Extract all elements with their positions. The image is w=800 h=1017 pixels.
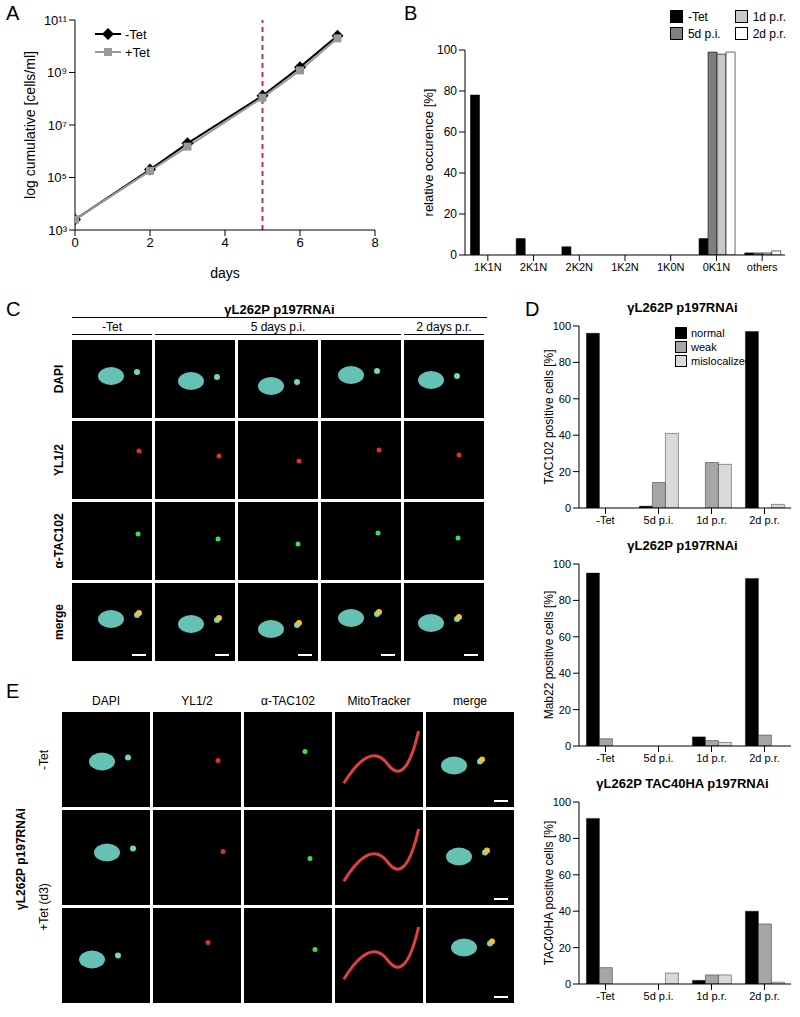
html-text:D: D [525,298,540,320]
svg-text:6: 6 [296,235,303,250]
html-text:γL262P p197RNAi: γL262P p197RNAi [224,302,335,317]
html-text:γL262P p197RNAi: γL262P p197RNAi [627,538,738,553]
svg-text:100: 100 [437,43,457,57]
svg-text:20: 20 [559,704,571,716]
svg-text:100: 100 [553,320,571,332]
svg-text:2: 2 [146,235,153,250]
svg-text:4: 4 [221,235,228,250]
svg-text:TAC102 positive cells [%]: TAC102 positive cells [%] [542,349,556,484]
svg-text:20: 20 [559,942,571,954]
svg-text:40: 40 [444,166,458,180]
svg-text:80: 80 [559,594,571,606]
svg-text:2d p.r.: 2d p.r. [749,752,780,764]
html-text:5 days p.i.: 5 days p.i. [250,320,306,334]
svg-text:1d p.r.: 1d p.r. [696,514,727,526]
svg-text:relative occurence [%]: relative occurence [%] [421,89,436,217]
svg-text:60: 60 [559,393,571,405]
html-text:γL262P p197RNAi: γL262P p197RNAi [627,300,738,315]
svg-text:2d p.r.: 2d p.r. [749,990,780,1002]
html-text:α-TAC102: α-TAC102 [261,694,315,708]
html-text:DAPI: DAPI [52,364,66,394]
svg-text:1d p.r.: 1d p.r. [696,990,727,1002]
html-text:normal: normal [691,327,725,339]
svg-text:0: 0 [565,740,571,752]
svg-text:-Tet: -Tet [596,514,614,526]
svg-text:0: 0 [450,248,457,262]
svg-text:80: 80 [559,356,571,368]
svg-text:0: 0 [565,502,571,514]
svg-text:60: 60 [444,125,458,139]
svg-text:5d p.i.: 5d p.i. [644,514,674,526]
svg-text:5d p.i.: 5d p.i. [644,752,674,764]
svg-text:80: 80 [559,832,571,844]
html-text:YL1/2: YL1/2 [52,444,66,476]
html-text:1d p.r.: 1d p.r. [752,9,786,24]
svg-text:1K0N: 1K0N [657,261,685,273]
html-text:E: E [6,680,20,702]
html-text:A: A [6,2,20,24]
html-text:α-TAC102: α-TAC102 [52,513,66,569]
html-text:merge: merge [52,604,66,640]
svg-text:1K2N: 1K2N [611,261,639,273]
html-text:B: B [404,2,418,24]
svg-text:others: others [747,261,778,273]
svg-text:-Tet: -Tet [596,990,614,1002]
svg-text:1K1N: 1K1N [474,261,502,273]
svg-text:80: 80 [444,84,458,98]
svg-text:5d p.i.: 5d p.i. [644,990,674,1002]
svg-text:0: 0 [71,235,78,250]
svg-text:2d p.r.: 2d p.r. [749,514,780,526]
html-text:-Tet: -Tet [687,9,708,24]
svg-text:0K1N: 0K1N [703,261,731,273]
html-text:mislocalized: mislocalized [691,355,751,367]
html-text:YL1/2: YL1/2 [181,694,213,708]
svg-text:100: 100 [553,796,571,808]
html-text:MitoTracker: MitoTracker [347,694,411,708]
svg-text:40: 40 [559,429,571,441]
html-text:γL262P p197RNAi: γL262P p197RNAi [14,808,28,910]
svg-text:100: 100 [553,558,571,570]
html-text:+Tet: +Tet [125,44,150,60]
html-text:DAPI: DAPI [92,694,120,708]
html-text:C: C [6,298,21,320]
html-text:5d p.i.: 5d p.i. [687,26,721,41]
svg-text:10⁷: 10⁷ [48,118,67,133]
html-text:merge: merge [453,694,487,708]
html-text:-Tet: -Tet [125,26,147,42]
svg-text:2K1N: 2K1N [520,261,548,273]
svg-text:20: 20 [444,207,458,221]
html-text:2 days p.r.: 2 days p.r. [416,320,472,334]
svg-text:log cumulative [cells/ml]: log cumulative [cells/ml] [22,51,38,199]
svg-text:-Tet: -Tet [596,752,614,764]
svg-text:10⁵: 10⁵ [47,170,67,185]
html-text:-Tet: -Tet [102,320,122,334]
html-text:-Tet: -Tet [36,749,50,770]
svg-text:8: 8 [371,235,378,250]
svg-text:10³: 10³ [48,223,67,238]
svg-text:TAC40HA positive cells [%]: TAC40HA positive cells [%] [542,821,556,966]
svg-text:1d p.r.: 1d p.r. [696,752,727,764]
svg-text:10¹¹: 10¹¹ [44,13,68,28]
svg-text:10⁹: 10⁹ [47,65,67,80]
svg-text:Mab22 positive cells [%]: Mab22 positive cells [%] [542,591,556,720]
html-text:+Tet (d3): +Tet (d3) [36,882,50,931]
svg-text:60: 60 [559,869,571,881]
html-text:2d p.r.: 2d p.r. [752,26,786,41]
svg-text:days: days [210,265,240,281]
html-text:weak: weak [691,341,717,353]
svg-text:60: 60 [559,631,571,643]
svg-text:40: 40 [559,905,571,917]
svg-text:2K2N: 2K2N [566,261,594,273]
svg-text:20: 20 [559,466,571,478]
svg-text:40: 40 [559,667,571,679]
svg-text:0: 0 [565,978,571,990]
html-text:γL262P TAC40HA p197RNAi: γL262P TAC40HA p197RNAi [596,776,769,791]
